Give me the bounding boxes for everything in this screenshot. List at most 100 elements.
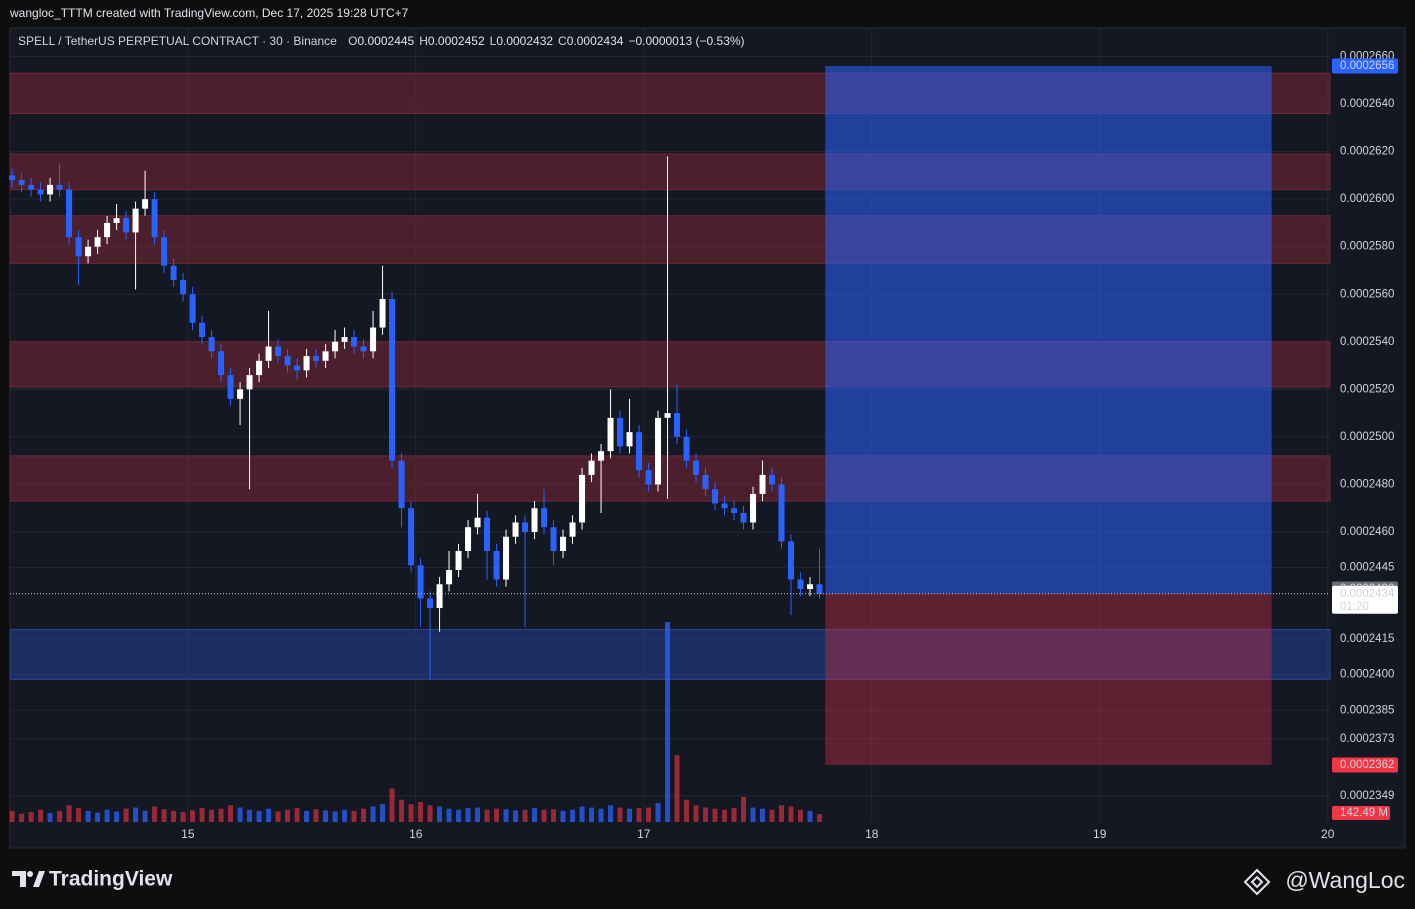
candle-body <box>731 508 738 513</box>
volume-bar <box>807 810 813 822</box>
volume-bar <box>541 809 547 822</box>
volume-bar <box>95 812 101 822</box>
candle-body <box>588 460 595 475</box>
footer-handle: @WangLoc <box>1285 867 1405 893</box>
candle-body <box>113 218 120 223</box>
volume-bar <box>665 622 671 822</box>
price-badge-label: 0.0002362 <box>1340 759 1394 771</box>
volume-bar <box>180 812 186 822</box>
binance-logo <box>1243 868 1271 896</box>
legend-ohlc-value: 0.0002432 <box>496 34 553 48</box>
candle-body <box>142 199 149 209</box>
volume-bar <box>722 809 728 822</box>
candle-body <box>455 550 462 571</box>
volume-bar <box>589 807 595 822</box>
volume-bar <box>142 810 148 822</box>
attribution: wangloc_TTTM created with TradingView.co… <box>9 6 409 20</box>
volume-bar <box>408 804 414 822</box>
volume-bar <box>760 808 766 822</box>
volume-bar <box>66 805 72 822</box>
legend-symbol: SPELL / TetherUS PERPETUAL CONTRACT · 30… <box>18 34 337 48</box>
candle-body <box>85 246 92 257</box>
y-tick-label: 0.0002445 <box>1340 562 1394 574</box>
volume-bar <box>218 808 224 822</box>
volume-bar <box>456 809 462 822</box>
candle-body <box>531 508 538 532</box>
volume-bar <box>399 799 405 822</box>
volume-bar <box>684 799 690 822</box>
volume-bar <box>798 809 804 822</box>
candle-body <box>303 356 310 371</box>
volume-bar <box>484 809 490 822</box>
volume-bar <box>503 809 509 822</box>
candle-body <box>702 474 709 490</box>
price-badge <box>1332 757 1398 773</box>
candle-body <box>522 522 529 532</box>
candle-body <box>607 417 614 452</box>
chart-layer <box>9 28 1331 822</box>
y-tick-label: 0.0002385 <box>1340 704 1394 716</box>
candle-body <box>370 327 377 352</box>
candle-body <box>180 279 187 295</box>
candle-body <box>237 389 244 399</box>
price-badge-label: 0.0002656 <box>1340 60 1394 72</box>
y-tick-label: 0.0002480 <box>1340 478 1394 490</box>
candle-body <box>579 474 586 523</box>
candle-body <box>636 432 643 471</box>
volume-bar <box>370 806 376 822</box>
candle-body <box>712 489 719 504</box>
candle-body <box>788 541 795 580</box>
volume-bar <box>209 809 215 822</box>
volume-bar <box>570 809 576 822</box>
volume-bar <box>313 809 319 822</box>
volume-bar <box>608 805 614 822</box>
volume-bar <box>703 807 709 822</box>
candle-body <box>360 346 367 352</box>
volume-bar <box>693 805 699 822</box>
candle-body <box>740 512 747 523</box>
volume-bar <box>617 807 623 822</box>
volume-bar <box>712 808 718 822</box>
legend-ohlc-letter: C <box>558 34 567 48</box>
candle-body <box>313 356 320 361</box>
y-tick-label: 0.0002560 <box>1340 288 1394 300</box>
y-tick-label: 0.0002520 <box>1340 383 1394 395</box>
volume-bar <box>437 806 443 822</box>
volume-bar <box>627 808 633 822</box>
price-badge <box>1332 58 1398 74</box>
volume-bar <box>104 809 110 822</box>
legend: SPELL / TetherUS PERPETUAL CONTRACT · 30… <box>18 34 745 48</box>
candle-body <box>664 413 671 418</box>
candle-body <box>379 299 386 328</box>
volume-bar <box>237 807 243 822</box>
volume-bar <box>9 810 15 822</box>
candle-body <box>693 460 700 475</box>
volume-bar <box>494 808 500 822</box>
candle-body <box>797 579 804 590</box>
candle-body <box>37 189 44 195</box>
volume-badge <box>1332 806 1390 820</box>
footer-brand: TradingView <box>49 868 173 891</box>
candle-body <box>351 337 358 347</box>
candle-body <box>759 474 766 494</box>
volume-bar <box>28 812 34 822</box>
footer-logo <box>12 871 45 887</box>
candle-body <box>123 218 130 233</box>
legend-ohlc-value: 0.0002452 <box>428 34 485 48</box>
candle-body <box>655 417 662 485</box>
x-tick-label: 16 <box>409 827 423 841</box>
volume-bar <box>579 806 585 822</box>
volume-bar <box>513 810 519 822</box>
candle-body <box>398 460 405 509</box>
price-badge-label: 0.0002434 <box>1340 588 1395 600</box>
candle-body <box>721 503 728 509</box>
volume-bar <box>560 810 566 822</box>
candle-body <box>769 474 776 485</box>
candle-body <box>626 432 633 447</box>
candle-body <box>56 184 63 190</box>
volume-bar <box>636 808 642 822</box>
volume-bar <box>190 810 196 822</box>
candle-body <box>550 527 557 551</box>
volume-bar <box>152 806 158 822</box>
